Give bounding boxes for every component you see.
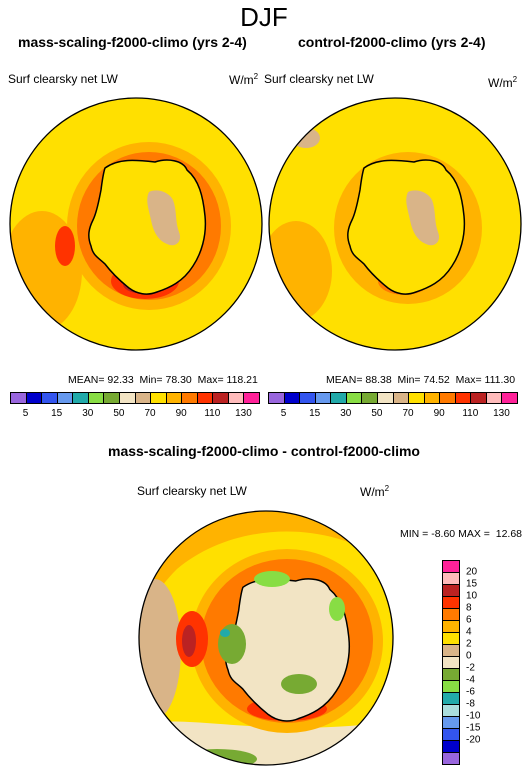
panel-3-map [138,510,394,766]
colorbar-tick-label: 130 [235,408,252,419]
panel-3-field-label: Surf clearsky net LW [137,484,247,498]
colorbar-tick-label: 15 [466,578,478,590]
colorbar-box [25,392,43,404]
colorbar-box [392,392,410,404]
colorbar-box [501,392,518,404]
colorbar-box [361,392,378,404]
panel-1-field-label: Surf clearsky net LW [8,72,118,86]
colorbar-box [299,392,316,404]
panel-3-darkred-west [182,625,196,657]
colorbar-box [454,392,472,404]
panel-2-field-label: Surf clearsky net LW [264,72,374,86]
panel-2-title: control-f2000-climo (yrs 2-4) [298,34,486,50]
colorbar-tick-label: 6 [466,614,472,626]
colorbar-box [41,392,58,404]
colorbar-tick-label: -10 [466,710,481,722]
colorbar-tick-label: 5 [22,408,29,419]
colorbar-tick-label: 110 [204,408,221,419]
colorbar-box [243,392,260,404]
colorbar-tick-label: 30 [82,408,94,419]
panel-1-colorbar: 5 15 30 50 70 90 110 130 [10,392,260,424]
panel-3-outer-orange [139,511,393,659]
panel-3-teal-patch [220,629,230,637]
panel-3-stats: MIN = -8.60 MAX = 12.68 [400,528,523,540]
colorbar-box [103,392,120,404]
figure-season-title: DJF [240,2,288,32]
panel-2-colorbar: 5 15 30 50 70 90 110 130 [268,392,518,424]
colorbar-tick-label: 0 [466,650,472,662]
colorbar-tick-label: 130 [493,408,510,419]
colorbar-tick-label: -2 [466,662,475,674]
colorbar-box [283,392,301,404]
colorbar-box [439,392,456,404]
colorbar-box [150,392,167,404]
colorbar-box [485,392,503,404]
panel-3-tan-west [139,579,181,719]
colorbar-tick-label: 90 [175,408,187,419]
colorbar-box [56,392,74,404]
colorbar-tick-label: 15 [51,408,63,419]
colorbar-box [330,392,347,404]
panel-2-plateau [406,190,440,246]
panel-1-map-border [9,97,263,351]
colorbar-box [181,392,198,404]
colorbar-box [423,392,441,404]
colorbar-tick-label: 10 [466,590,478,602]
colorbar-box [196,392,214,404]
colorbar-tick-label: 70 [402,408,414,419]
colorbar-box [345,392,363,404]
colorbar-box [134,392,152,404]
colorbar-tick-label: 110 [462,408,479,419]
colorbar-box [376,392,394,404]
panel-2-units-label: W/m2 [488,75,518,90]
colorbar-box [72,392,89,404]
panel-3-colorbar: 20 15 10 8 6 4 2 0 -2 -4 -6 -8 -10 -15 -20 [442,560,522,765]
panel-2-map [268,97,522,351]
colorbar-tick-label: 20 [466,566,478,578]
colorbar-box [470,392,487,404]
colorbar-tick-label: 5 [280,408,287,419]
colorbar-tick-label: 15 [309,408,321,419]
panel-2-map-border [268,97,522,351]
colorbar-tick-label: 50 [113,408,125,419]
colorbar-tick-label: -15 [466,722,481,734]
colorbar-box [227,392,245,404]
colorbar-box [212,392,229,404]
panel-1-title: mass-scaling-f2000-climo (yrs 2-4) [18,34,247,50]
colorbar-box [408,392,425,404]
panel-3-map-border [138,510,394,766]
panel-2-stats: MEAN= 88.38 Min= 74.52 Max= 111.30 [326,374,516,386]
colorbar-box [268,392,285,404]
colorbar-tick-label: -8 [466,698,475,710]
colorbar-box [314,392,332,404]
panel-2-west-orange [269,221,332,321]
panel-1-plateau [147,190,181,246]
colorbar-tick-label: -4 [466,674,475,686]
colorbar-tick-label: 30 [340,408,352,419]
panel-3-title: mass-scaling-f2000-climo - control-f2000… [108,443,420,459]
panel-1-stats: MEAN= 92.33 Min= 78.30 Max= 118.21 [68,374,258,386]
colorbar-box [87,392,105,404]
panel-1-map [9,97,263,351]
panel-3-green-patch-3 [281,674,317,694]
colorbar-box [10,392,27,404]
colorbar-box [442,752,460,765]
panel-1-left-red [55,226,75,266]
panel-3-green-south [177,749,257,765]
panel-1-units-label: W/m2 [229,72,259,87]
colorbar-tick-label: 2 [466,638,472,650]
colorbar-tick-label: 4 [466,626,472,638]
colorbar-tick-label: 70 [144,408,156,419]
panel-3-green-patch-1 [254,571,290,587]
colorbar-tick-label: 90 [433,408,445,419]
panel-3-green-patch-4 [329,597,345,621]
colorbar-box [165,392,183,404]
colorbar-tick-label: 50 [371,408,383,419]
colorbar-tick-label: 8 [466,602,472,614]
colorbar-tick-label: -20 [466,734,481,746]
colorbar-tick-label: -6 [466,686,475,698]
colorbar-box [118,392,136,404]
panel-3-units-label: W/m2 [360,484,390,499]
